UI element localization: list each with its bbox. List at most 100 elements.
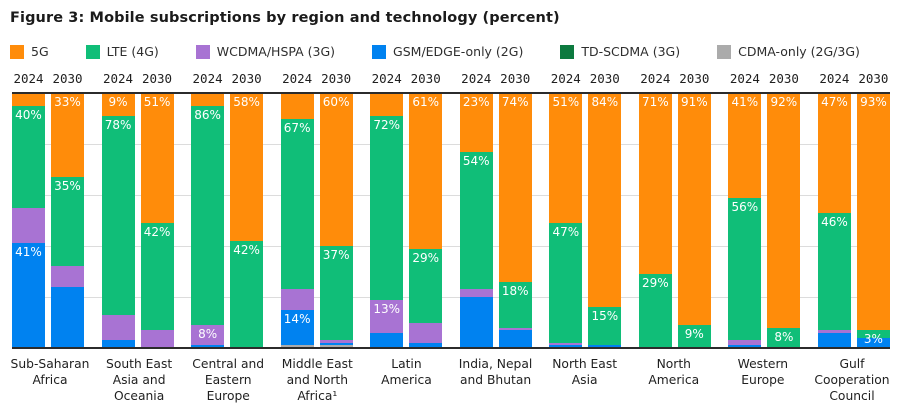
- segment-gsm-edge-only-2g: [191, 345, 225, 348]
- region-label-central-and-eastern-europe: Central and Eastern Europe: [192, 357, 265, 404]
- year-label-2030: 2030: [679, 71, 710, 86]
- legend-label: 5G: [31, 44, 49, 59]
- bar-group-central-and-eastern-europe: 2024 2030 8% 86% 42% 58%: [191, 71, 264, 348]
- region-label-cell: Sub-Saharan Africa: [11, 356, 90, 405]
- segment-value-label: 29%: [641, 276, 669, 291]
- segment-lte-4g: 54%: [459, 151, 493, 290]
- segment-5g: [12, 93, 45, 106]
- year-label-2030: 2030: [858, 71, 889, 86]
- bar-pair: 78% 9% 42% 51%: [101, 93, 174, 348]
- segment-value-label: 60%: [322, 95, 350, 110]
- segment-value-label: 14%: [283, 311, 311, 326]
- year-label-2024: 2024: [192, 71, 223, 86]
- legend-swatch-5g: [10, 44, 24, 59]
- year-labels: 2024 2030: [549, 71, 621, 86]
- segment-5g: 58%: [230, 93, 264, 241]
- segment-value-label: 91%: [680, 95, 708, 110]
- year-labels: 2024 2030: [281, 71, 353, 86]
- year-label-2030: 2030: [52, 71, 83, 86]
- region-label-india-nepal-and-bhutan: India, Nepal and Bhutan: [458, 357, 533, 388]
- segment-5g: 33%: [51, 93, 84, 178]
- bar-group-middle-east-and-north-africa: 2024 2030 14% 67% 37% 60%: [280, 71, 353, 348]
- segment-value-label: 93%: [860, 95, 887, 110]
- region-label-cell: North East Asia: [549, 356, 621, 405]
- year-label-2030: 2030: [141, 71, 173, 86]
- segment-lte-4g: 42%: [140, 223, 174, 331]
- gridline-40-percent: [12, 245, 890, 247]
- segment-5g: 47%: [817, 93, 851, 213]
- year-label-2024: 2024: [461, 71, 492, 86]
- segment-gsm-edge-only-2g: 14%: [280, 309, 314, 346]
- segment-lte-4g: 47%: [549, 223, 583, 343]
- segment-lte-4g: 18%: [498, 281, 532, 328]
- legend-item-td-scdma-3g: TD-SCDMA (3G): [560, 44, 680, 59]
- segment-value-label: 46%: [821, 214, 848, 229]
- segment-wcdma-hspa-3g: 13%: [370, 299, 404, 333]
- segment-gsm-edge-only-2g: [51, 286, 84, 348]
- segment-value-label: 18%: [501, 283, 529, 298]
- segment-value-label: 84%: [591, 95, 619, 110]
- segment-value-label: 40%: [15, 107, 42, 122]
- region-label-sub-saharan-africa: Sub-Saharan Africa: [10, 357, 90, 388]
- bar-sub-saharan-africa-2030: 35% 33%: [51, 93, 84, 348]
- bar-group-gulf-cooperation-council: 2024 2030 46% 47% 3% 93%: [817, 71, 890, 348]
- bar-latin-america-2024: 13% 72%: [370, 93, 404, 348]
- bar-middle-east-and-north-africa-2030: 37% 60%: [319, 93, 353, 348]
- bar-western-europe-2024: 56% 41%: [728, 93, 762, 348]
- year-label-2030: 2030: [231, 71, 262, 86]
- bar-pair: 46% 47% 3% 93%: [817, 93, 890, 348]
- legend-swatch-gsm-edge-only-2g: [372, 44, 387, 59]
- bar-gulf-cooperation-council-2030: 3% 93%: [856, 93, 890, 348]
- segment-5g: 71%: [638, 93, 672, 275]
- bar-central-and-eastern-europe-2024: 8% 86%: [191, 93, 225, 348]
- year-label-2030: 2030: [500, 71, 531, 86]
- segment-value-label: 47%: [821, 95, 848, 110]
- legend-label: LTE (4G): [106, 44, 159, 59]
- bar-middle-east-and-north-africa-2024: 14% 67%: [280, 93, 314, 348]
- segment-wcdma-hspa-3g: [319, 340, 353, 343]
- segment-lte-4g: 9%: [677, 325, 711, 348]
- region-label-cell: South East Asia and Oceania: [103, 356, 175, 405]
- segment-lte-4g: 8%: [767, 327, 801, 348]
- segment-wcdma-hspa-3g: [817, 330, 851, 333]
- segment-gsm-edge-only-2g: [101, 340, 135, 348]
- segment-value-label: 54%: [462, 153, 490, 168]
- segment-wcdma-hspa-3g: [549, 342, 583, 346]
- year-labels: 2024 2030: [12, 71, 84, 86]
- segment-gsm-edge-only-2g: [728, 345, 762, 348]
- segment-gsm-edge-only-2g: [817, 332, 851, 348]
- year-labels: 2024 2030: [818, 71, 890, 86]
- bar-south-east-asia-and-oceania-2030: 42% 51%: [140, 93, 174, 348]
- year-label-2024: 2024: [102, 71, 134, 86]
- legend-swatch-td-scdma-3g: [560, 44, 575, 59]
- region-label-middle-east-and-north-africa: Middle East and North Africa¹: [281, 357, 353, 404]
- legend: 5G LTE (4G) WCDMA/HSPA (3G) GSM/EDGE-only (…: [10, 44, 892, 59]
- bar-india-nepal-and-bhutan-2030: 18% 74%: [498, 93, 532, 348]
- bar-group-western-europe: 2024 2030 56% 41% 8% 92%: [728, 71, 801, 348]
- segment-value-label: 37%: [322, 248, 350, 263]
- legend-item-lte-4g: LTE (4G): [85, 44, 159, 59]
- segment-5g: 9%: [101, 93, 135, 116]
- bar-north-east-asia-2030: 15% 84%: [588, 93, 622, 348]
- legend-swatch-cdma-only-2g-3g: [717, 44, 732, 59]
- year-label-2030: 2030: [768, 71, 799, 86]
- segment-value-label: 42%: [143, 225, 171, 240]
- segment-value-label: 86%: [194, 107, 221, 122]
- segment-lte-4g: 67%: [280, 118, 314, 290]
- segment-value-label: 92%: [770, 95, 798, 110]
- segment-cdma-only-2g-3g: [280, 345, 314, 348]
- segment-value-label: 9%: [684, 327, 704, 342]
- segment-value-label: 51%: [143, 95, 171, 110]
- gridline-80-percent: [12, 143, 890, 145]
- segment-lte-4g: 42%: [230, 240, 264, 348]
- year-labels: 2024 2030: [639, 71, 711, 86]
- segment-value-label: 33%: [54, 95, 81, 110]
- segment-value-label: 15%: [591, 309, 619, 324]
- legend-label: WCDMA/HSPA (3G): [216, 44, 336, 59]
- bar-group-north-america: 2024 2030 29% 71% 9% 91%: [638, 71, 711, 348]
- bar-pair: 14% 67% 37% 60%: [280, 93, 353, 348]
- segment-5g: 41%: [728, 93, 762, 198]
- segment-value-label: 74%: [501, 95, 529, 110]
- year-label-2024: 2024: [550, 71, 581, 86]
